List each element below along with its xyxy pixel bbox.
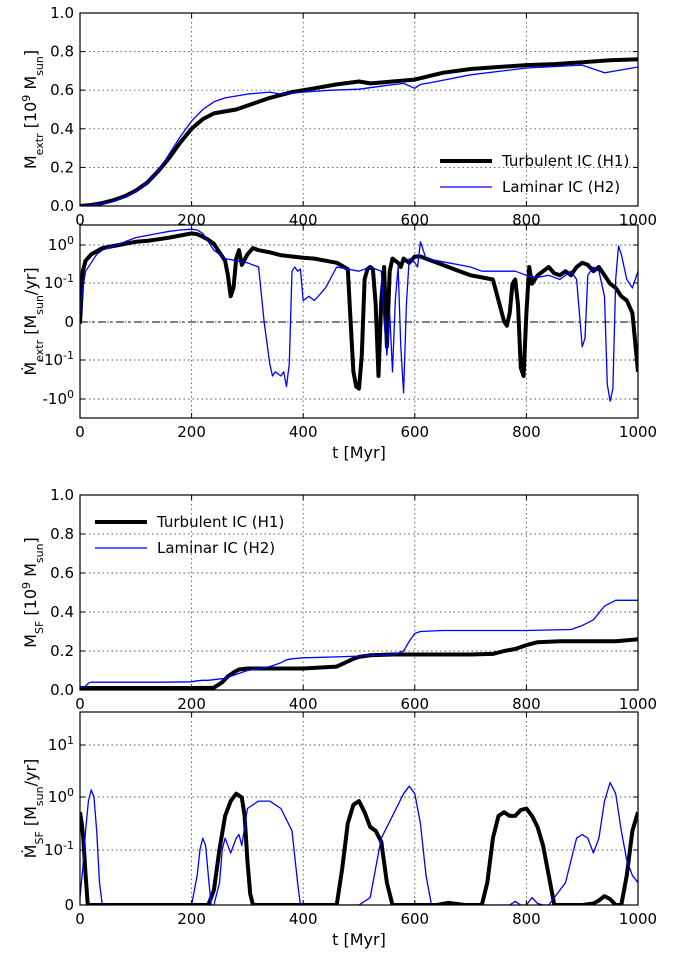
plot-frame: [79, 711, 639, 906]
x-tick-label: 1000: [619, 423, 657, 441]
y-tick-label: 0.2: [50, 158, 74, 176]
panel-4: 0 200 400 600 800 1000 101 100 10-1 0 t [Myr]: [44, 711, 657, 949]
legend-label-turbulent-ic-h1: Turbulent IC (H1): [156, 513, 284, 531]
series-line-turbulent-ic-h1: [80, 637, 638, 690]
plot-frame: [79, 494, 639, 691]
legend-label-laminar-ic-h2: Laminar IC (H2): [502, 178, 620, 196]
y-tick-label: 101: [48, 734, 74, 755]
series-line-laminar-ic-h2: [80, 781, 638, 905]
legend: Turbulent IC (H1) Laminar IC (H2): [440, 152, 629, 196]
panel-3: 0 200 400 600 800 1000 0.0 0.2 0.4 0.6 0.8 1.0 Turbu…: [50, 486, 657, 713]
y-tick-label: 0.8: [50, 43, 74, 61]
y-axis-label-2: Ṁextr [Msun/yr]: [21, 267, 46, 375]
y-tick-label: 1.0: [50, 486, 74, 504]
legend: Turbulent IC (H1) Laminar IC (H2): [95, 513, 284, 557]
x-tick-label: 400: [289, 910, 318, 928]
x-tick-label: 400: [289, 423, 318, 441]
y-tick-label: 0: [64, 896, 74, 914]
x-tick-label: 0: [75, 910, 85, 928]
series-line-laminar-ic-h2: [80, 599, 638, 689]
y-tick-label: 10-1: [44, 839, 74, 860]
x-tick-label: 1000: [619, 910, 657, 928]
x-tick-label: 1000: [619, 695, 657, 713]
x-tick-label: 800: [512, 423, 541, 441]
y-tick-label: -100: [43, 388, 75, 409]
x-tick-label: 0: [75, 695, 85, 713]
x-tick-label: 600: [400, 423, 429, 441]
y-tick-label: 0.6: [50, 564, 74, 582]
x-axis-label: t [Myr]: [332, 930, 386, 949]
panel-2: 0 200 400 600 800 1000 100 10-1 0 -10-1 -100 t [Myr…: [39, 224, 657, 462]
y-tick-label: 0.4: [50, 120, 74, 138]
y-tick-label: 100: [48, 786, 74, 807]
x-tick-label: 200: [177, 423, 206, 441]
x-tick-label: 0: [75, 211, 85, 229]
panel-1: 0 200 400 600 800 10000.00.20.40.60.81.0Turbu…: [50, 4, 657, 229]
legend-label-turbulent-ic-h1: Turbulent IC (H1): [501, 152, 629, 170]
y-tick-label: 0.0: [50, 197, 74, 215]
series-line-turbulent-ic-h1: [80, 231, 638, 391]
x-axis-label: t [Myr]: [332, 443, 386, 462]
series-line-turbulent-ic-h1: [80, 791, 638, 905]
y-axis-label-4: ṀSF [Msun/yr]: [21, 759, 46, 859]
y-tick-label: 100: [48, 234, 74, 255]
x-tick-label: 800: [512, 910, 541, 928]
x-tick-label: 200: [177, 910, 206, 928]
y-tick-label: 10-1: [44, 272, 74, 293]
series-line-laminar-ic-h2: [80, 228, 638, 402]
y-tick-label: 0.8: [50, 525, 74, 543]
y-axis-label-3: MSF [109 Msun]: [20, 537, 46, 648]
legend-label-laminar-ic-h2: Laminar IC (H2): [157, 539, 275, 557]
y-tick-label: -10-1: [39, 349, 74, 370]
x-tick-label: 400: [289, 695, 318, 713]
y-axis-label-1: Mextr [109 Msun]: [20, 50, 46, 169]
x-tick-label: 600: [400, 695, 429, 713]
x-tick-label: 0: [75, 423, 85, 441]
plot-frame: [79, 12, 639, 207]
x-tick-label: 600: [400, 910, 429, 928]
y-tick-label: 0.4: [50, 603, 74, 621]
y-tick-label: 1.0: [50, 4, 74, 22]
series-line-laminar-ic-h2: [80, 64, 638, 206]
y-tick-label: 0.2: [50, 642, 74, 660]
y-tick-label: 0.6: [50, 81, 74, 99]
x-tick-label: 200: [177, 695, 206, 713]
x-tick-label: 800: [512, 695, 541, 713]
y-tick-label: 0.0: [50, 681, 74, 699]
y-tick-label: 0: [64, 313, 74, 331]
